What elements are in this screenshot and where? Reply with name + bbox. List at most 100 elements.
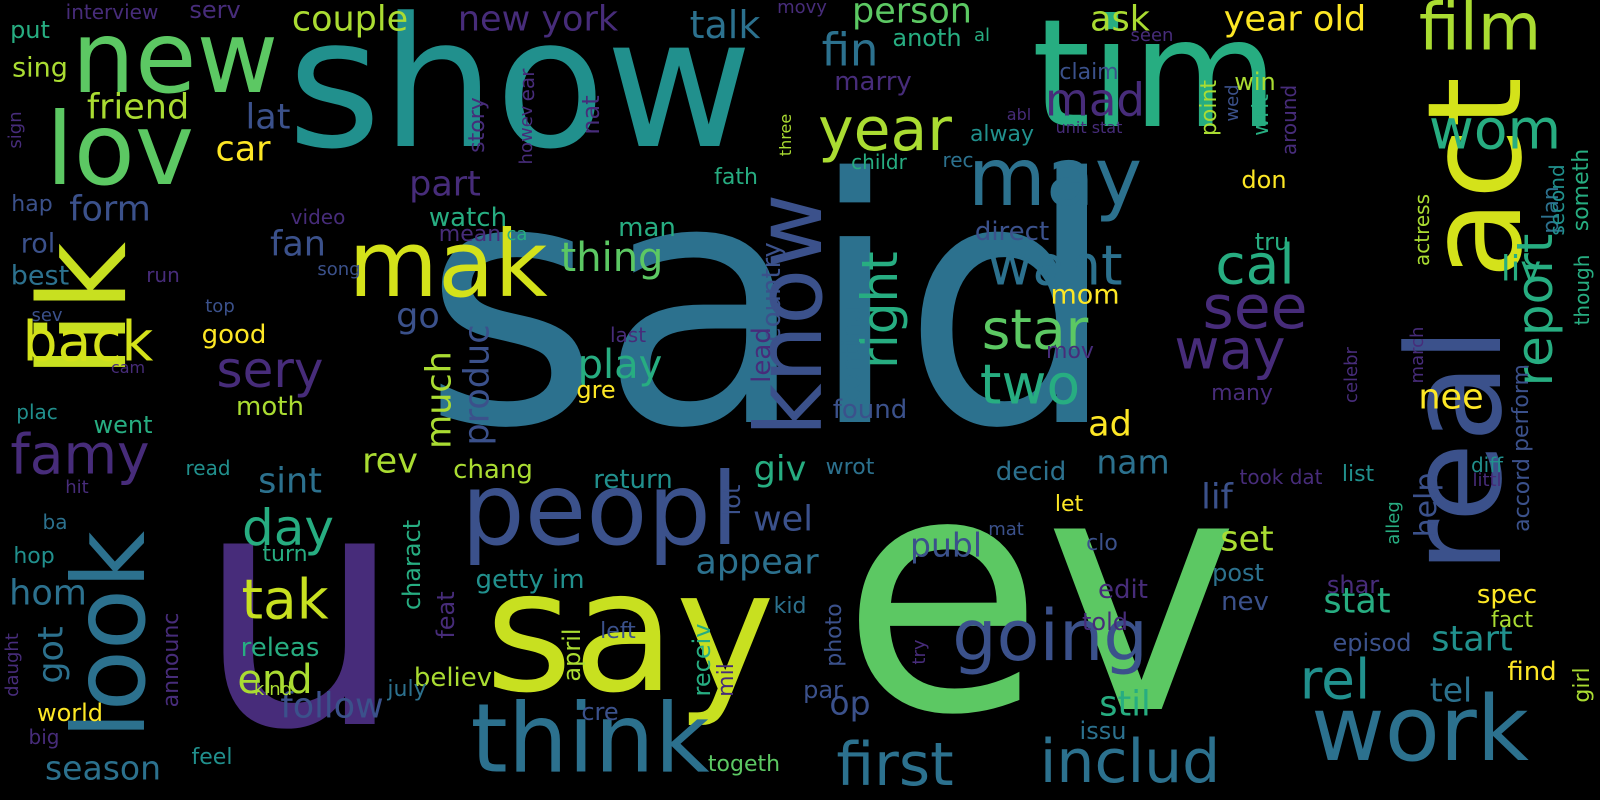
word: big bbox=[28, 725, 60, 749]
word: man bbox=[618, 213, 676, 243]
word: receiv bbox=[688, 623, 716, 697]
word: kind bbox=[253, 679, 293, 700]
word: mil bbox=[714, 663, 739, 697]
word: interview bbox=[65, 0, 159, 24]
word: episod bbox=[1332, 629, 1412, 657]
word: left bbox=[600, 619, 636, 644]
word: set bbox=[1220, 519, 1274, 560]
word: going bbox=[952, 595, 1148, 677]
word: giv bbox=[753, 449, 807, 490]
word: rec bbox=[942, 148, 974, 172]
word: issu bbox=[1079, 717, 1127, 745]
word: fin bbox=[821, 23, 879, 77]
word: ba bbox=[42, 510, 68, 534]
word: july bbox=[387, 677, 427, 702]
word: run bbox=[146, 263, 180, 287]
word: appear bbox=[695, 542, 819, 583]
word: try bbox=[909, 639, 930, 665]
word: serv bbox=[189, 0, 241, 24]
word: around bbox=[1277, 84, 1301, 156]
word: stat bbox=[1323, 581, 1391, 622]
word: list bbox=[1341, 462, 1375, 487]
word: celebr bbox=[1341, 347, 1362, 403]
word: marry bbox=[834, 67, 912, 97]
word: new york bbox=[457, 0, 619, 40]
word: wom bbox=[1428, 97, 1562, 162]
word: writ bbox=[1249, 94, 1274, 136]
word: fan bbox=[270, 224, 326, 265]
word: couple bbox=[291, 0, 409, 40]
word: plac bbox=[16, 400, 58, 424]
word: mean bbox=[438, 222, 502, 247]
word: help bbox=[1409, 472, 1444, 538]
word: form bbox=[69, 189, 151, 230]
word: first bbox=[836, 730, 954, 800]
word: releas bbox=[240, 633, 320, 663]
word: alleg bbox=[1383, 501, 1404, 545]
word: lot bbox=[718, 484, 746, 516]
word: said bbox=[422, 107, 1118, 503]
word: cre bbox=[581, 698, 619, 726]
word: lif bbox=[1201, 477, 1233, 518]
word: follow bbox=[280, 686, 384, 727]
word: find bbox=[1507, 657, 1557, 687]
word: let bbox=[1054, 492, 1084, 517]
word: rev bbox=[362, 441, 418, 482]
word: mak bbox=[348, 211, 548, 318]
word: tim bbox=[1031, 0, 1279, 162]
word: includ bbox=[1039, 727, 1221, 797]
word: back bbox=[22, 309, 154, 374]
word: decid bbox=[995, 457, 1067, 487]
word: sery bbox=[216, 341, 324, 399]
word: sign bbox=[5, 111, 26, 149]
word: movy bbox=[777, 0, 827, 18]
word: u bbox=[195, 418, 405, 800]
word: hit bbox=[65, 477, 89, 498]
word: last bbox=[609, 323, 647, 347]
word: op bbox=[829, 683, 871, 723]
word: person bbox=[852, 0, 972, 32]
word: al bbox=[973, 25, 991, 46]
word: post bbox=[1212, 559, 1264, 587]
word: ask bbox=[1090, 0, 1150, 40]
word: film bbox=[1418, 0, 1542, 66]
word: though bbox=[1570, 254, 1594, 326]
word: lat bbox=[245, 97, 291, 138]
word: nam bbox=[1096, 442, 1170, 482]
word: shar bbox=[1326, 571, 1380, 599]
word: gre bbox=[576, 376, 616, 404]
word: littl bbox=[1472, 470, 1502, 491]
word: ca bbox=[506, 224, 528, 245]
word: seen bbox=[1130, 25, 1174, 46]
word: wrot bbox=[825, 455, 875, 480]
word: alway bbox=[969, 122, 1035, 147]
word: much bbox=[419, 351, 460, 449]
word: fact bbox=[1491, 608, 1533, 633]
word: sing bbox=[12, 52, 68, 84]
word: return bbox=[593, 465, 673, 495]
word: went bbox=[93, 411, 153, 439]
word: way bbox=[1174, 317, 1286, 382]
word: peopl bbox=[461, 451, 739, 568]
word: perform bbox=[1509, 364, 1534, 452]
word: hop bbox=[13, 544, 55, 569]
word: sint bbox=[258, 461, 322, 502]
word: year old bbox=[1223, 0, 1367, 40]
word: feat bbox=[432, 591, 460, 639]
word: girl bbox=[1570, 667, 1595, 703]
word: chang bbox=[453, 455, 533, 485]
word: season bbox=[44, 748, 162, 788]
word: two bbox=[979, 352, 1081, 417]
word: ev bbox=[840, 403, 1240, 787]
word: got bbox=[31, 626, 72, 684]
word: unit stat bbox=[1055, 118, 1123, 137]
word: stil bbox=[1099, 684, 1151, 725]
word: may bbox=[967, 131, 1143, 224]
word: tel bbox=[1429, 670, 1473, 710]
word: abl bbox=[1006, 105, 1032, 124]
word: world bbox=[36, 699, 104, 727]
word: accord bbox=[1510, 458, 1535, 532]
word: lead bbox=[747, 327, 777, 383]
word: watch bbox=[428, 203, 508, 233]
